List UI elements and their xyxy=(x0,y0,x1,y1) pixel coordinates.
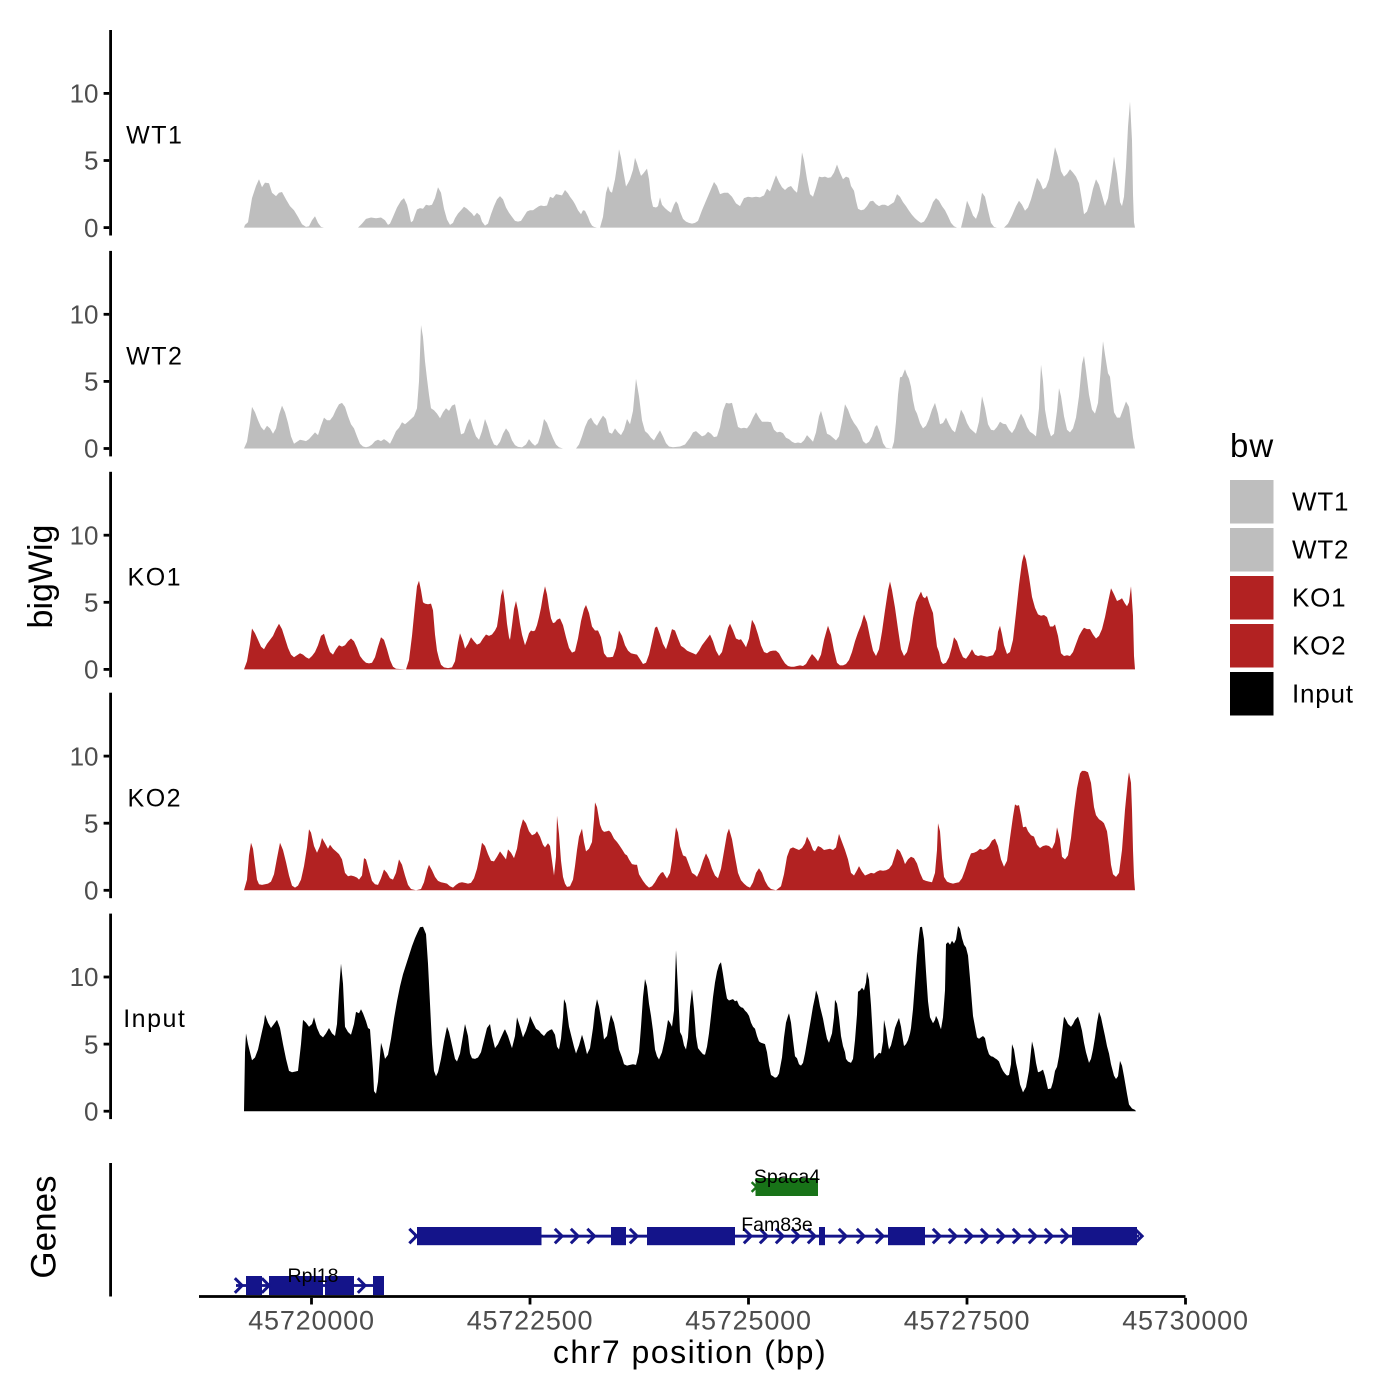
svg-text:0: 0 xyxy=(84,1096,98,1126)
svg-text:Spaca4: Spaca4 xyxy=(754,1166,820,1188)
svg-text:Genes: Genes xyxy=(25,1175,64,1278)
svg-text:45722500: 45722500 xyxy=(467,1306,594,1336)
svg-text:Input: Input xyxy=(1292,679,1354,709)
svg-text:KO2: KO2 xyxy=(128,784,183,812)
svg-text:WT1: WT1 xyxy=(1292,487,1349,517)
svg-text:0: 0 xyxy=(84,213,98,243)
svg-text:10: 10 xyxy=(70,962,99,992)
svg-text:10: 10 xyxy=(70,300,99,330)
svg-text:WT2: WT2 xyxy=(126,343,183,371)
svg-text:10: 10 xyxy=(70,79,99,109)
svg-text:10: 10 xyxy=(70,741,99,771)
svg-text:5: 5 xyxy=(84,1029,98,1059)
svg-text:45720000: 45720000 xyxy=(248,1306,375,1336)
svg-text:chr7 position (bp): chr7 position (bp) xyxy=(553,1334,827,1370)
svg-text:45725000: 45725000 xyxy=(685,1306,812,1336)
svg-text:0: 0 xyxy=(84,434,98,464)
svg-text:WT2: WT2 xyxy=(1292,535,1349,565)
svg-text:45730000: 45730000 xyxy=(1122,1306,1249,1336)
svg-text:45727500: 45727500 xyxy=(904,1306,1031,1336)
svg-text:0: 0 xyxy=(84,655,98,685)
svg-text:Rpl18: Rpl18 xyxy=(288,1265,339,1287)
svg-text:KO1: KO1 xyxy=(128,563,183,591)
svg-text:5: 5 xyxy=(84,367,98,397)
svg-text:bigWig: bigWig xyxy=(22,525,60,629)
svg-text:5: 5 xyxy=(84,588,98,618)
svg-text:Fam83e: Fam83e xyxy=(741,1214,813,1236)
svg-text:5: 5 xyxy=(84,146,98,176)
svg-text:Input: Input xyxy=(123,1005,186,1033)
svg-text:0: 0 xyxy=(84,876,98,906)
svg-text:bw: bw xyxy=(1230,427,1274,464)
svg-text:5: 5 xyxy=(84,808,98,838)
svg-text:WT1: WT1 xyxy=(126,122,183,150)
svg-text:10: 10 xyxy=(70,520,99,550)
svg-text:KO2: KO2 xyxy=(1292,631,1346,661)
svg-text:KO1: KO1 xyxy=(1292,583,1346,613)
